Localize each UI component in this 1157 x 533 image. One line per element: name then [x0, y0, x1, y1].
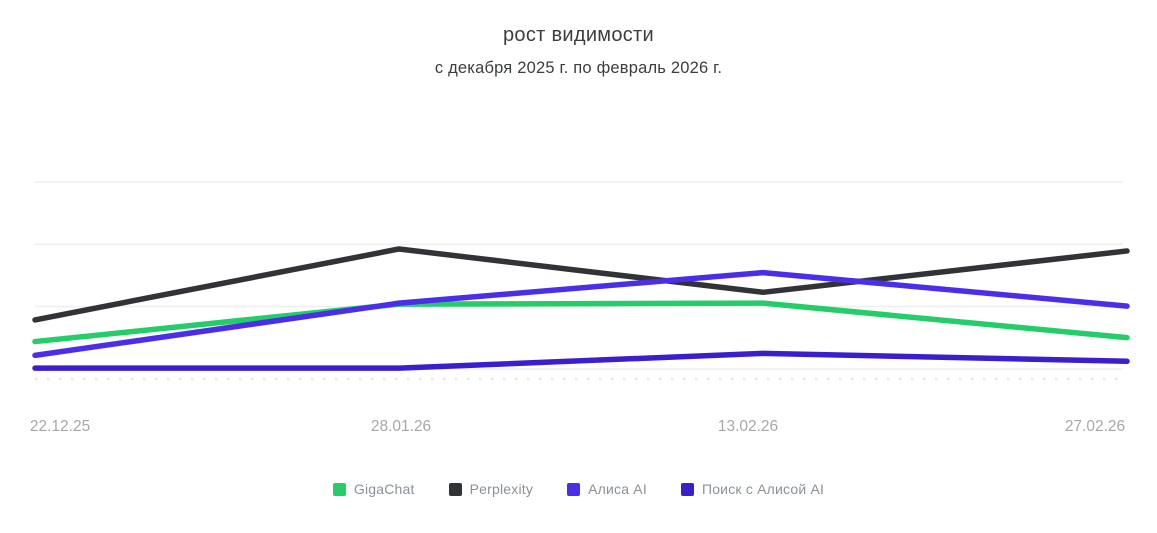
legend-item-perplexity[interactable]: Perplexity — [448, 481, 534, 497]
x-tick-label: 13.02.26 — [717, 418, 779, 435]
alisa-ai-color-swatch-icon — [567, 482, 581, 496]
x-tick-label: 27.02.26 — [1064, 418, 1126, 435]
legend-label: Perplexity — [469, 481, 534, 497]
gigachat-color-swatch-icon — [332, 482, 346, 496]
chart-legend: GigaChat Perplexity Алиса AI Поиск с Али… — [0, 481, 1157, 497]
x-axis: 22.12.25 28.01.26 13.02.26 27.02.26 — [0, 418, 1157, 442]
poisk-s-alisoy-ai-color-swatch-icon — [680, 482, 694, 496]
chart-subtitle: с декабря 2025 г. по февраль 2026 г. — [434, 59, 723, 77]
legend-item-poisk-s-alisoy-ai[interactable]: Поиск с Алисой AI — [680, 481, 825, 497]
legend-label: GigaChat — [353, 481, 415, 497]
x-tick-label: 22.12.25 — [29, 418, 91, 435]
chart-header: рост видимости с декабря 2025 г. по февр… — [0, 0, 1157, 78]
chart-title: рост видимости — [502, 24, 654, 46]
legend-label: Поиск с Алисой AI — [701, 481, 825, 497]
legend-item-gigachat[interactable]: GigaChat — [332, 481, 415, 497]
legend-label: Алиса AI — [588, 481, 647, 497]
x-tick-label: 28.01.26 — [370, 418, 432, 435]
perplexity-color-swatch-icon — [448, 482, 462, 496]
legend-item-alisa-ai[interactable]: Алиса AI — [567, 481, 647, 497]
